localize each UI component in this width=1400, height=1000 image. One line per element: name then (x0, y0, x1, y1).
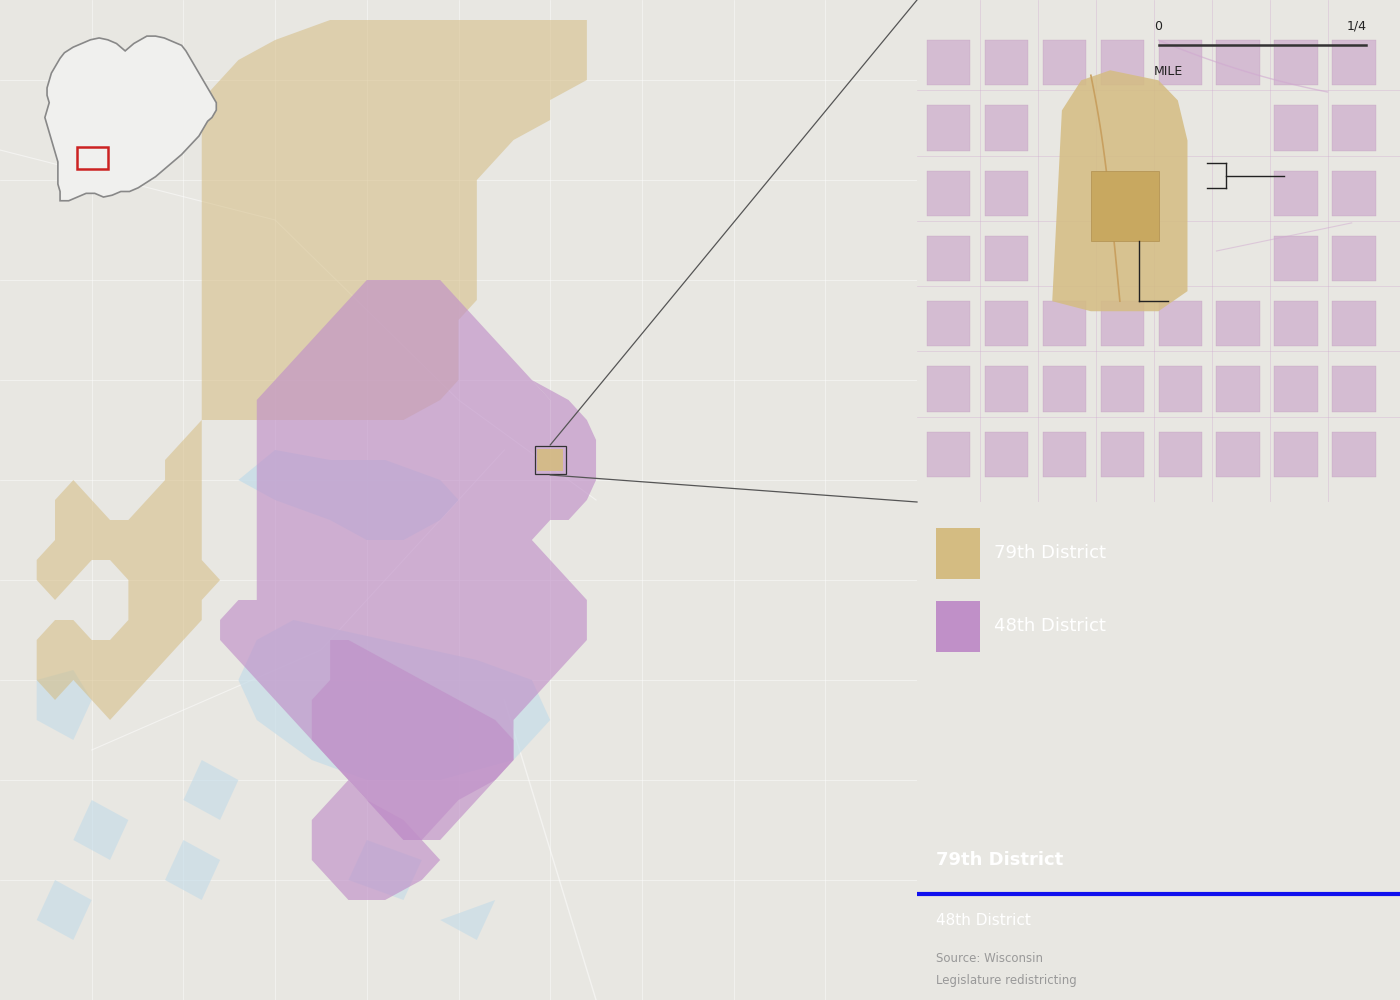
Bar (1274, 236, 1317, 281)
Bar (535, 446, 566, 474)
Bar (77, 147, 108, 169)
Polygon shape (312, 640, 514, 840)
Polygon shape (36, 670, 92, 740)
Bar (927, 432, 970, 477)
Bar (1274, 301, 1317, 346)
Polygon shape (312, 780, 440, 900)
Bar (1274, 40, 1317, 85)
Bar (1217, 301, 1260, 346)
Bar (1159, 432, 1203, 477)
Bar (1217, 366, 1260, 412)
Polygon shape (1053, 70, 1187, 311)
Bar (1333, 301, 1376, 346)
Text: 48th District: 48th District (994, 617, 1106, 635)
Bar (1333, 40, 1376, 85)
Bar (984, 236, 1028, 281)
Bar (984, 366, 1028, 412)
Bar (1043, 366, 1086, 412)
Polygon shape (36, 880, 92, 940)
Bar (927, 236, 970, 281)
Bar (538, 449, 563, 471)
Bar (937, 528, 980, 578)
Polygon shape (514, 360, 596, 520)
Bar (1091, 171, 1159, 241)
Bar (937, 601, 980, 652)
Bar (1159, 301, 1203, 346)
Bar (1333, 236, 1376, 281)
Text: MILE: MILE (1154, 65, 1183, 78)
Bar (984, 301, 1028, 346)
Text: Legislature redistricting: Legislature redistricting (937, 974, 1077, 987)
Bar (1217, 40, 1260, 85)
Bar (1217, 432, 1260, 477)
Bar (1333, 432, 1376, 477)
Bar (927, 105, 970, 151)
Bar (984, 40, 1028, 85)
Bar (1333, 171, 1376, 216)
Bar (1100, 40, 1144, 85)
Polygon shape (36, 20, 587, 720)
Bar (1043, 432, 1086, 477)
Polygon shape (45, 36, 216, 201)
Bar (927, 40, 970, 85)
Bar (1274, 171, 1317, 216)
Bar (1274, 105, 1317, 151)
Bar (1043, 301, 1086, 346)
Bar (1333, 105, 1376, 151)
Text: Source: Wisconsin: Source: Wisconsin (937, 952, 1043, 965)
Bar (1100, 301, 1144, 346)
Bar (1274, 432, 1317, 477)
Bar (1043, 40, 1086, 85)
Text: 79th District: 79th District (937, 851, 1064, 869)
Polygon shape (349, 840, 421, 900)
Polygon shape (238, 620, 550, 780)
Bar (927, 171, 970, 216)
Bar (984, 105, 1028, 151)
Polygon shape (165, 840, 220, 900)
Bar (927, 366, 970, 412)
Polygon shape (73, 800, 129, 860)
Bar (1333, 366, 1376, 412)
Polygon shape (440, 900, 496, 940)
Text: 48th District: 48th District (937, 913, 1032, 928)
Polygon shape (183, 760, 238, 820)
Bar (1100, 366, 1144, 412)
Bar (1159, 40, 1203, 85)
Text: 0: 0 (1154, 20, 1162, 33)
Polygon shape (220, 280, 587, 840)
Polygon shape (238, 450, 459, 540)
Bar (984, 432, 1028, 477)
Bar (1159, 366, 1203, 412)
Bar (1100, 432, 1144, 477)
Bar (984, 171, 1028, 216)
Bar (927, 301, 970, 346)
Text: 79th District: 79th District (994, 544, 1106, 562)
Text: 1/4: 1/4 (1347, 20, 1366, 33)
Bar (1274, 366, 1317, 412)
